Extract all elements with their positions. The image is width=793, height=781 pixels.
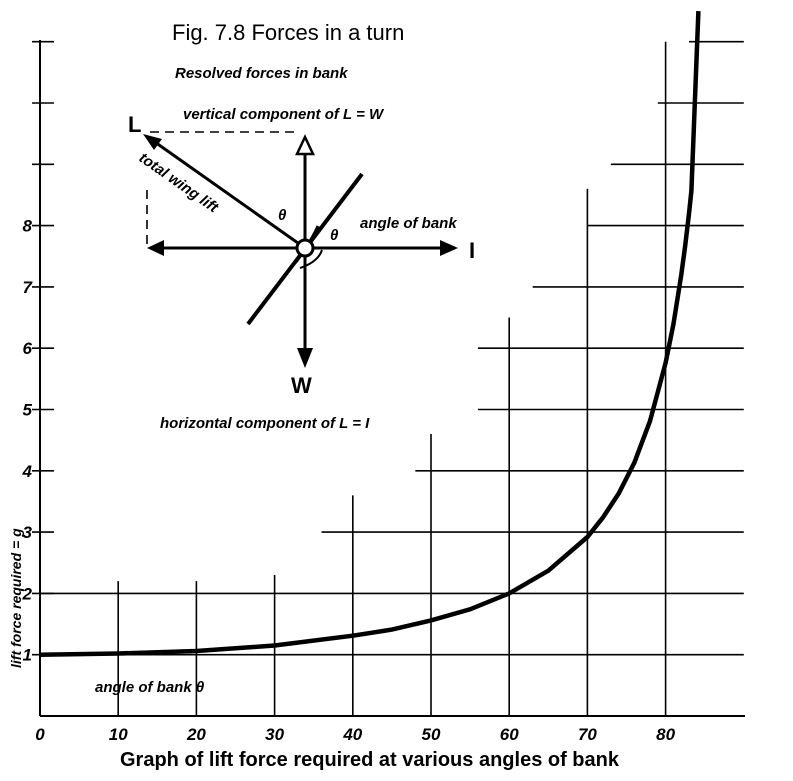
y-tick-label: 1 [23,646,32,665]
y-tick-label: 7 [23,278,34,297]
x-tick-label: 30 [265,725,284,744]
total-lift-vector [151,138,306,250]
angle-arc [299,249,323,269]
down-arrowhead-icon [297,348,313,368]
y-tick-label: 4 [22,462,33,481]
grid-lines [32,40,744,716]
horizontal-component-label: horizontal component of L = I [160,415,370,432]
x-tick-label: 0 [35,725,45,744]
x-tick-label: 40 [342,725,362,744]
x-tick-label: 80 [656,725,675,744]
axes [39,40,745,717]
x-tick-label: 70 [578,725,597,744]
theta-label-2: θ [330,227,339,244]
series-line [39,11,701,657]
y-tick-labels: 1 2 3 4 5 6 7 8 [22,217,34,665]
y-tick-label: 3 [23,523,33,542]
i-force-label: I [469,238,475,263]
inset-heading: Resolved forces in bank [175,65,348,82]
lift-arrowhead-icon [143,134,162,150]
y-tick-label: 8 [23,217,33,236]
up-hollow-arrowhead-icon [295,134,315,156]
y-tick-label: 2 [22,584,33,603]
x-axis-label: Graph of lift force required at various … [120,749,620,771]
y-tick-label: 6 [23,339,33,358]
lift-label: L [128,112,141,137]
angle-of-bank-axis-note: angle of bank θ [95,679,205,696]
w-force-label: W [291,373,312,398]
right-arrowhead-icon [440,240,458,256]
x-tick-label: 50 [422,725,441,744]
y-axis-label: lift force required = g [8,528,24,668]
angle-of-bank-label: angle of bank [360,215,457,232]
y-tick-label: 5 [23,401,33,420]
theta-label-1: θ [278,207,287,224]
x-tick-label: 10 [109,725,128,744]
center-of-gravity-icon [295,238,315,258]
left-arrowhead-icon [147,240,164,256]
vertical-component-label: vertical component of L = W [183,106,385,123]
force-diagram: Resolved forces in bank vertical compone… [128,65,475,432]
chart-title: Fig. 7.8 Forces in a turn [172,20,404,45]
x-tick-label: 20 [186,725,206,744]
x-tick-labels: 0 10 20 30 40 50 60 70 80 [35,725,675,744]
x-tick-label: 60 [500,725,519,744]
